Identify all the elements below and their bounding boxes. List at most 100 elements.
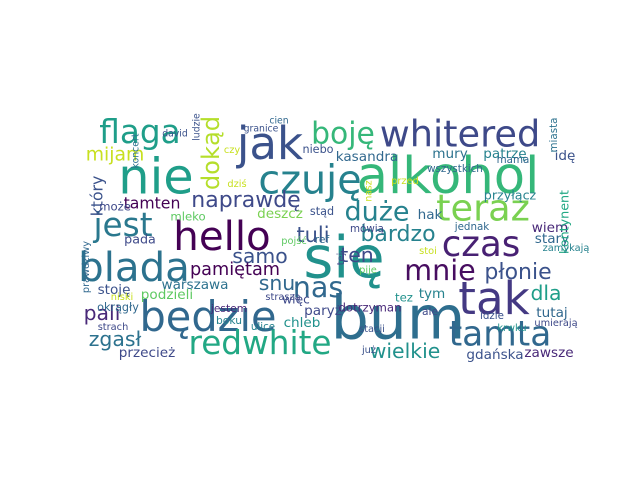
word-umierają: umierają <box>534 318 577 329</box>
word-ten: ten <box>340 243 373 267</box>
word-tej: tej <box>336 253 347 266</box>
word-boję: boję <box>311 117 375 152</box>
word-zgasł: zgasł <box>89 327 142 351</box>
word-alkohol: alkohol <box>357 146 540 206</box>
word-koncert: koncert <box>131 133 142 168</box>
word-nie: nie <box>118 148 193 206</box>
word-tamten: tamten <box>124 194 181 213</box>
word-może: może <box>99 200 131 214</box>
word-podzieli: podzieli <box>141 287 193 303</box>
word-dla: dla <box>530 281 561 305</box>
word-chleb: chleb <box>284 315 321 331</box>
word-flaga: flaga <box>99 113 180 151</box>
word-dokąd: dokąd <box>197 116 225 190</box>
word-ale: ale <box>422 305 438 318</box>
word-idę: idę <box>555 148 576 164</box>
word-przed: przed <box>391 176 419 187</box>
word-tutaj: tutaj <box>536 305 567 321</box>
word-kontynent: kontynent <box>557 190 572 254</box>
word-jestem: jestem <box>210 302 247 315</box>
word-miasta: miasta <box>548 118 560 153</box>
word-gdańska: gdańska <box>466 347 523 363</box>
word-zamykają: zamykają <box>543 243 590 254</box>
word-pije: pije <box>359 265 377 276</box>
word-stąd: stąd <box>310 205 334 218</box>
word-ref: ref <box>315 233 330 246</box>
word-będzie: będzie <box>139 292 276 341</box>
word-mury: mury <box>432 146 468 162</box>
word-warszawa: warszawa <box>161 277 228 293</box>
word-stary: stary <box>535 231 569 247</box>
word-straszą: straszą <box>265 292 300 303</box>
word-idzie: idzie <box>480 310 504 322</box>
word-tym: tym <box>419 286 446 302</box>
word-pada: pada <box>124 232 156 247</box>
word-nasz: nasz <box>364 180 375 201</box>
word-tez: tez <box>395 291 413 305</box>
word-jak: jak <box>236 117 303 170</box>
word-który: który <box>88 176 107 217</box>
word-boku: boku <box>216 314 242 327</box>
word-okrągły: okrągły <box>97 301 139 314</box>
word-kasandra: kasandra <box>336 149 399 165</box>
word-bum: bum <box>331 284 466 354</box>
word-przyłącz: przyłącz <box>484 188 537 203</box>
word-dziś: dziś <box>227 178 246 190</box>
word-wielkie: wielkie <box>370 339 441 363</box>
word-tamta: tamta <box>449 315 552 355</box>
word-stoję: stoję <box>98 282 131 298</box>
word-jest: jest <box>92 206 152 244</box>
word-snu: snu <box>259 271 295 295</box>
word-wiem: wiem <box>532 220 569 236</box>
word-więc: więc <box>282 293 310 307</box>
word-ludzie: ludzie <box>192 113 203 141</box>
word-czas: czas <box>442 224 521 265</box>
word-niski: niski <box>111 292 133 303</box>
word-nas: nas <box>293 270 344 304</box>
word-czy: czy <box>224 145 241 156</box>
word-strach: strach <box>98 322 129 333</box>
word-paryż: paryż <box>304 303 342 319</box>
word-blada: blada <box>78 244 190 291</box>
word-już: już <box>361 345 376 356</box>
word-samo: samo <box>232 244 287 268</box>
word-teraz: teraz <box>436 187 530 230</box>
word-jednak: jednak <box>454 221 490 233</box>
word-pojść: pojść <box>281 235 306 247</box>
word-hak: hak <box>418 207 443 223</box>
word-hello: hello <box>173 213 270 260</box>
word-płonie: płonie <box>484 260 551 285</box>
word-pamiętam: pamiętam <box>190 260 280 280</box>
word-tak: tak <box>458 272 529 325</box>
word-pali: pali <box>84 301 121 325</box>
word-prawdziwy: prawdziwy <box>81 241 92 293</box>
word-dotrzyman: dotrzyman <box>339 301 402 315</box>
word-niebo: niebo <box>302 143 333 156</box>
word-mijam: mijam <box>86 145 145 166</box>
word-się: się <box>303 225 384 292</box>
word-whitered: whitered <box>380 113 541 156</box>
word-tuli: tuli <box>296 223 329 247</box>
word-ulice: ulice <box>251 321 275 333</box>
word-bardzo: bardzo <box>360 222 435 247</box>
word-krwku: krwku <box>497 323 526 334</box>
word-naprawdę: naprawdę <box>191 188 300 213</box>
word-czuję: czuję <box>258 158 361 204</box>
word-przecież: przecież <box>119 345 175 361</box>
word-granice: granice <box>244 124 279 135</box>
word-zawsze: zawsze <box>524 345 573 361</box>
word-mnie: mnie <box>404 253 476 287</box>
word-wszystkich: wszystkich <box>427 163 483 175</box>
word-mama: mama <box>497 154 530 166</box>
word-patrzę: patrzę <box>483 146 526 162</box>
word-david: david <box>162 129 188 140</box>
word-redwhite: redwhite <box>188 324 331 362</box>
word-stoi: stoi <box>419 246 437 257</box>
word-duże: duże <box>344 197 409 228</box>
word-mleko: mleko <box>170 210 205 224</box>
word-cien: cien <box>269 116 288 127</box>
word-mówią: mówią <box>350 223 384 235</box>
word-stacji: stacji <box>359 324 385 335</box>
